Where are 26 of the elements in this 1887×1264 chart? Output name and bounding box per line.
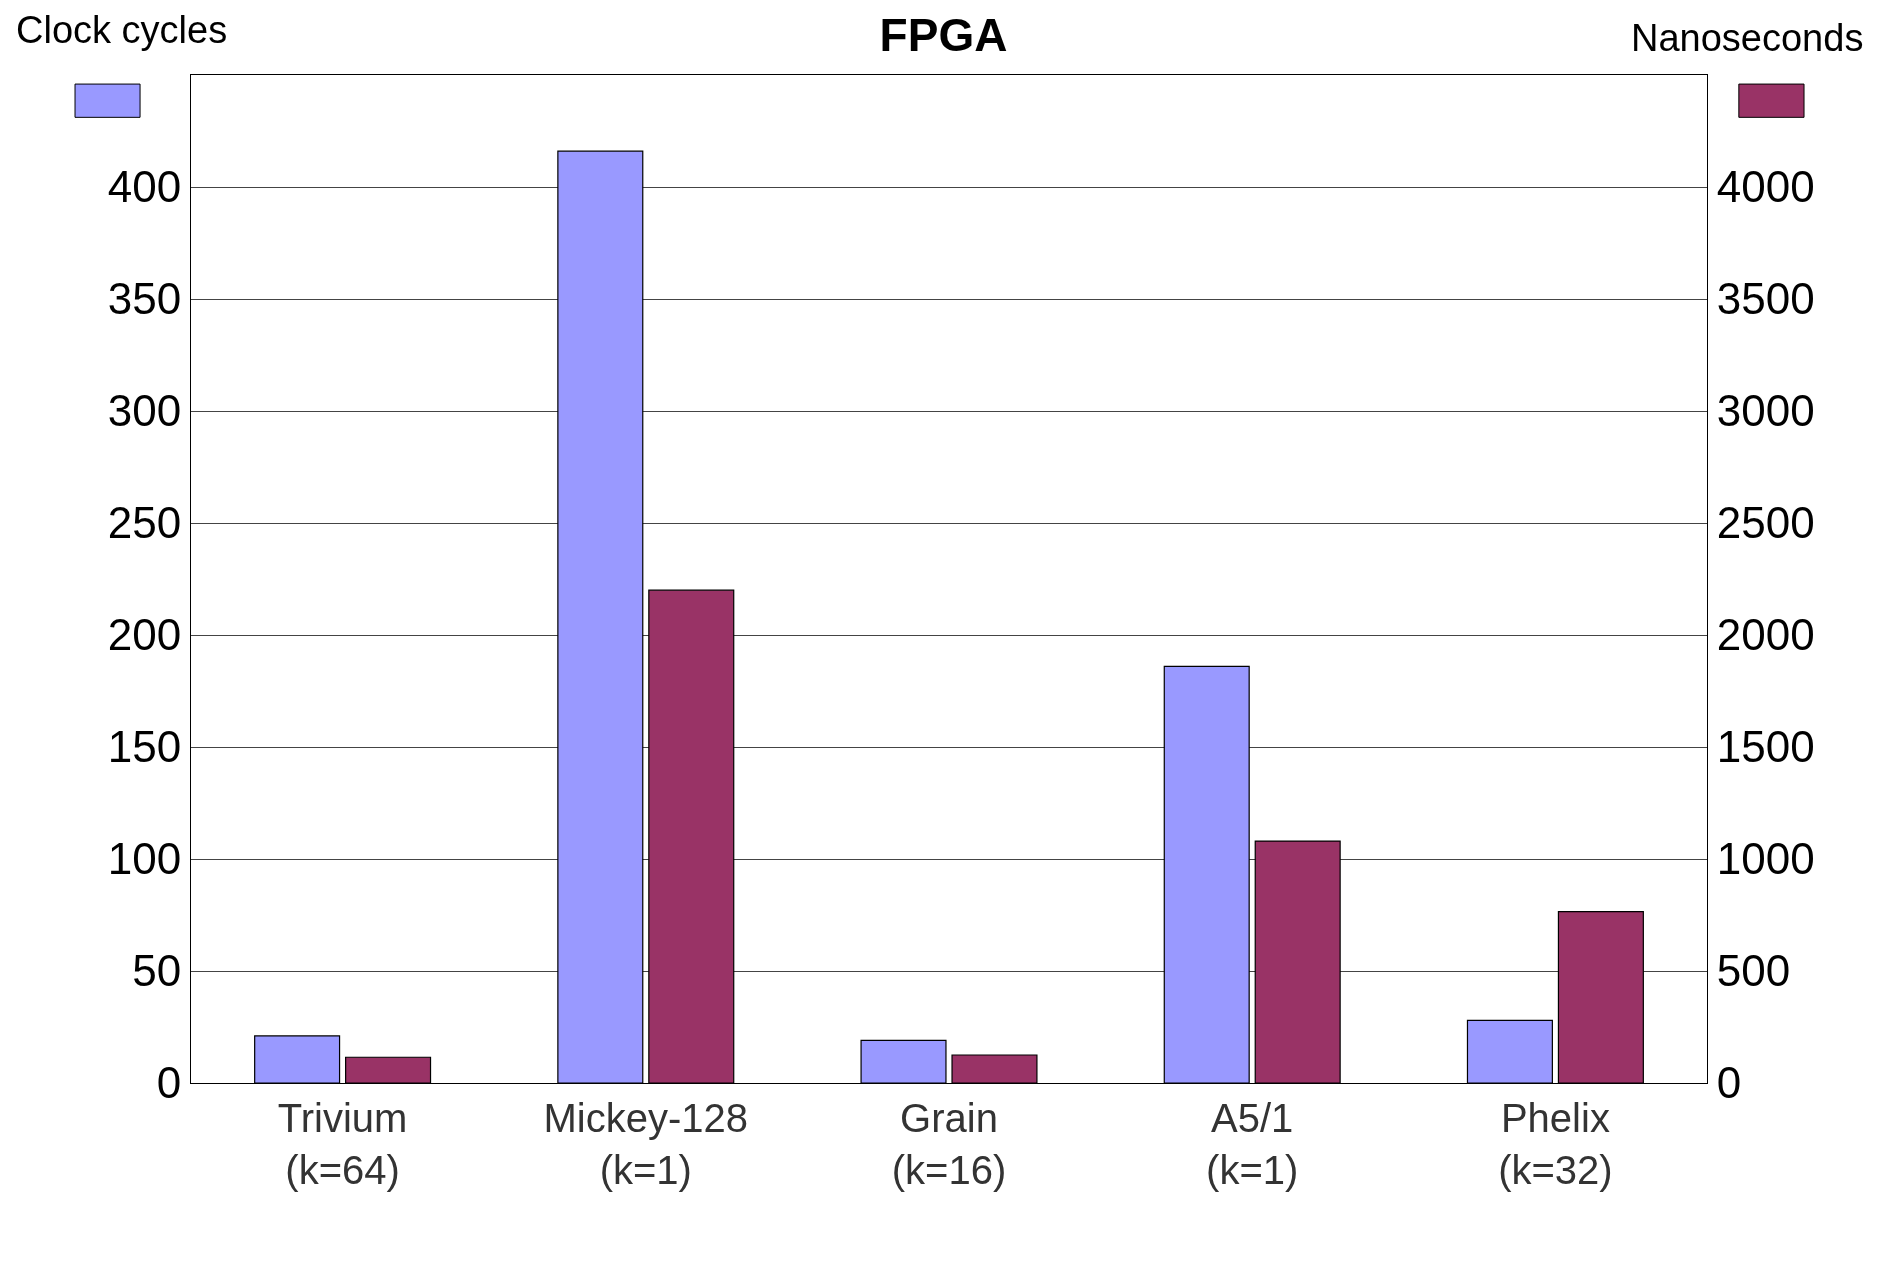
y2-tick-label: 2000 xyxy=(1716,610,1815,660)
y2-tick-label: 2500 xyxy=(1716,498,1815,548)
y-axis-title: Clock cycles xyxy=(16,9,228,51)
y2-axis-title: Nanoseconds xyxy=(1631,17,1864,59)
y2-tick-label: 4000 xyxy=(1716,162,1815,212)
y-tick-label: 400 xyxy=(107,162,182,212)
x-tick-label: A5/1 (k=1) xyxy=(1206,1096,1299,1192)
y-tick-label: 300 xyxy=(107,386,182,436)
x-tick-label: Grain (k=16) xyxy=(891,1096,1007,1192)
y-tick-label: 50 xyxy=(132,946,182,996)
y-tick-label: 200 xyxy=(107,610,182,660)
y-tick-label: 350 xyxy=(107,274,182,324)
y2-tick-label: 1500 xyxy=(1716,722,1815,772)
x-tick-label: Phelix (k=32) xyxy=(1498,1096,1613,1192)
y2-tick-label: 3500 xyxy=(1716,274,1815,324)
y2-tick-label: 3000 xyxy=(1716,386,1815,436)
y-tick-label: 250 xyxy=(107,498,182,548)
x-tick-label: Mickey-128 (k=1) xyxy=(543,1096,749,1192)
y-tick-label: 0 xyxy=(156,1058,182,1108)
y-tick-label: 150 xyxy=(107,722,182,772)
x-tick-label: Trivium (k=64) xyxy=(277,1096,408,1192)
y-tick-label: 100 xyxy=(107,834,182,884)
y2-tick-label: 500 xyxy=(1716,946,1791,996)
chart-title: FPGA xyxy=(879,9,1008,62)
y2-tick-label: 0 xyxy=(1716,1058,1742,1108)
y2-tick-label: 1000 xyxy=(1716,834,1815,884)
